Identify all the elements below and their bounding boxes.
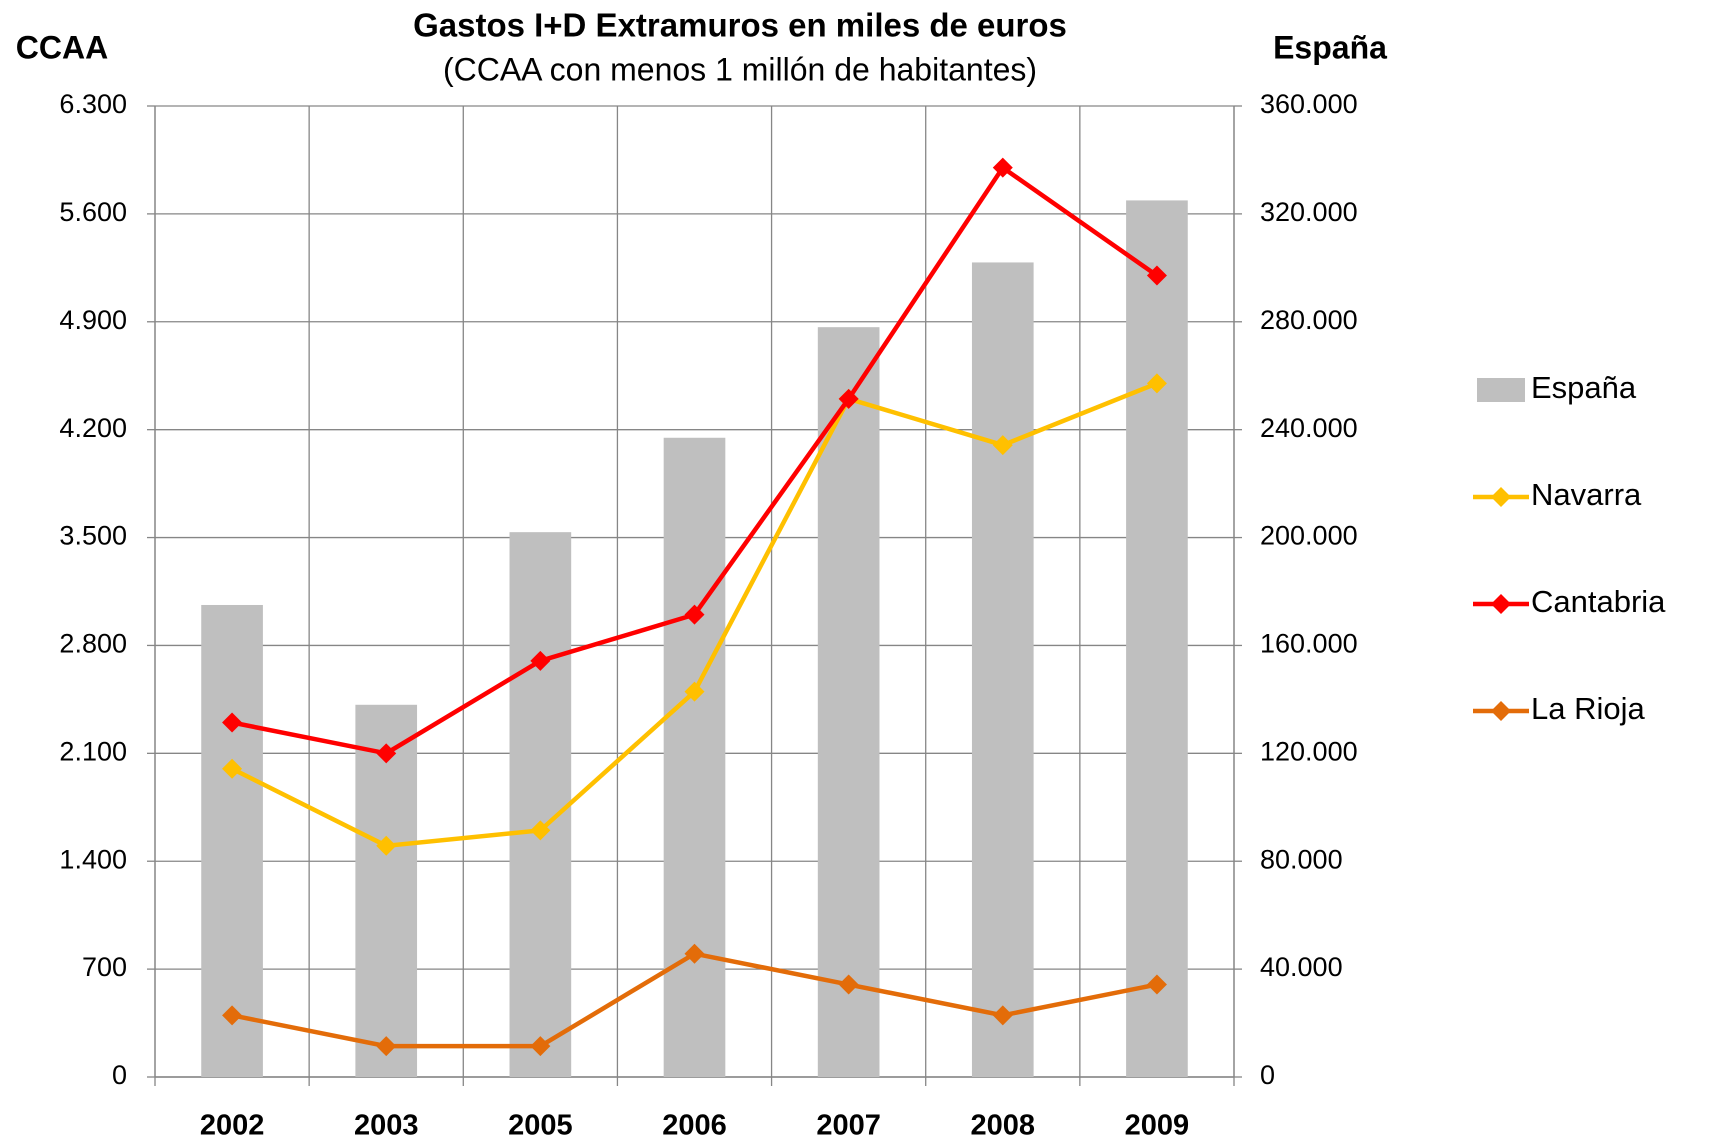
y2-axis-title: España xyxy=(1273,29,1387,65)
marker xyxy=(222,758,243,779)
chart-title: Gastos I+D Extramuros en miles de euros xyxy=(413,7,1067,44)
marker xyxy=(530,820,551,841)
y-tick-label: 3.500 xyxy=(59,521,127,551)
marker xyxy=(1146,373,1167,394)
y2-tick-label: 0 xyxy=(1260,1060,1275,1090)
y2-tick-label: 40.000 xyxy=(1260,952,1343,982)
bar xyxy=(509,532,572,1077)
marker xyxy=(530,1036,551,1057)
x-tick-label: 2008 xyxy=(971,1110,1036,1137)
legend-label: Navarra xyxy=(1531,477,1642,512)
marker xyxy=(838,974,859,995)
marker xyxy=(992,435,1013,456)
marker xyxy=(376,743,397,764)
legend-label: España xyxy=(1531,370,1637,405)
x-tick-label: 2005 xyxy=(508,1110,573,1137)
marker xyxy=(838,388,859,409)
x-tick-label: 2007 xyxy=(816,1110,881,1137)
x-tick-label: 2003 xyxy=(354,1110,419,1137)
x-tick-label: 2006 xyxy=(662,1110,727,1137)
y-axis-title: CCAA xyxy=(16,29,108,65)
marker xyxy=(684,943,705,964)
marker xyxy=(530,650,551,671)
legend-marker xyxy=(1491,701,1511,721)
bar xyxy=(201,604,263,1077)
y2-tick-label: 320.000 xyxy=(1260,197,1358,227)
chart-subtitle: (CCAA con menos 1 millón de habitantes) xyxy=(443,51,1037,87)
y-tick-label: 1.400 xyxy=(59,844,127,874)
bar xyxy=(971,262,1034,1077)
y2-tick-label: 240.000 xyxy=(1260,413,1358,443)
y-tick-label: 4.900 xyxy=(59,305,127,335)
legend-label: Cantabria xyxy=(1531,584,1666,619)
marker xyxy=(992,157,1013,178)
marker xyxy=(222,712,243,733)
y-tick-label: 700 xyxy=(82,952,127,982)
y-tick-label: 6.300 xyxy=(59,89,127,119)
bar xyxy=(355,704,418,1077)
marker xyxy=(376,1036,397,1057)
y-tick-label: 4.200 xyxy=(59,413,127,443)
y2-tick-label: 360.000 xyxy=(1260,89,1358,119)
legend-label: La Rioja xyxy=(1531,691,1645,726)
y2-tick-label: 280.000 xyxy=(1260,305,1358,335)
legend-marker xyxy=(1491,487,1511,507)
y2-tick-label: 120.000 xyxy=(1260,736,1358,766)
marker xyxy=(992,1005,1013,1026)
x-tick-label: 2002 xyxy=(200,1110,265,1137)
y2-tick-label: 160.000 xyxy=(1260,629,1358,659)
bar xyxy=(663,437,726,1078)
y-tick-label: 5.600 xyxy=(59,197,127,227)
legend-swatch xyxy=(1477,378,1525,402)
marker xyxy=(684,604,705,625)
marker xyxy=(1146,974,1167,995)
y2-tick-label: 200.000 xyxy=(1260,521,1358,551)
y-tick-label: 0 xyxy=(112,1060,127,1090)
bar xyxy=(1126,200,1188,1077)
y2-tick-label: 80.000 xyxy=(1260,844,1343,874)
marker xyxy=(376,835,397,856)
marker xyxy=(1146,265,1167,286)
bar xyxy=(817,327,880,1077)
legend-marker xyxy=(1491,594,1511,614)
y-tick-label: 2.800 xyxy=(59,629,127,659)
marker xyxy=(222,1005,243,1026)
x-tick-label: 2009 xyxy=(1125,1110,1190,1137)
y-tick-label: 2.100 xyxy=(59,736,127,766)
marker xyxy=(684,681,705,702)
